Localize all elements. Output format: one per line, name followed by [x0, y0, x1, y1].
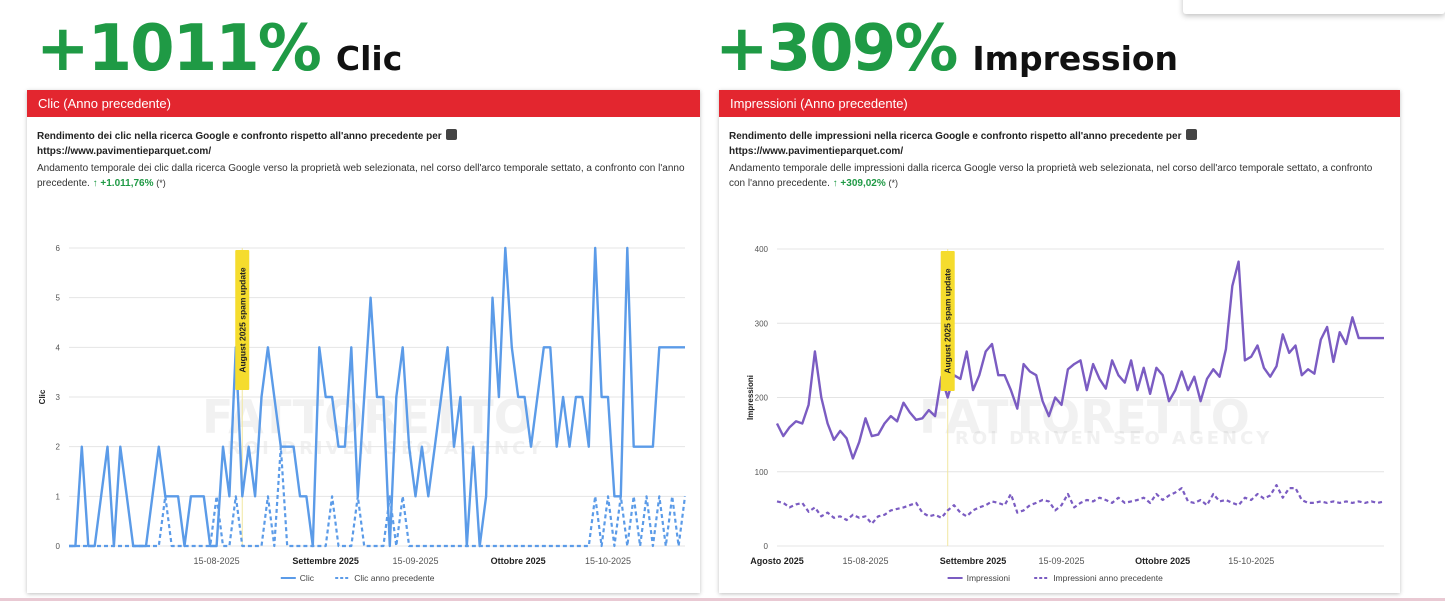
impressions-x-tick-label: 15-09-2025: [1039, 556, 1085, 566]
bottom-divider: [0, 598, 1445, 601]
clicks-x-tick-label: 15-09-2025: [392, 556, 438, 566]
clicks-y-tick-label: 3: [56, 393, 61, 402]
impressions-growth-value: +309%: [715, 12, 958, 86]
clicks-y-tick-label: 4: [56, 343, 61, 352]
clicks-y-tick-label: 1: [56, 492, 61, 501]
impressions-x-tick-label: Agosto 2025: [750, 556, 804, 566]
clicks-growth-label: Clic: [335, 39, 403, 78]
clicks-growth-value: +1011%: [36, 12, 322, 86]
impressions-delta: ↑ +309,02%: [832, 178, 886, 189]
impressions-panel-url: https://www.pavimentieparquet.com/: [729, 146, 904, 157]
clicks-line-chart: 0 1 2 3 4 5 6 Clic 15-08-2025 Settembre 2025 15-09…: [38, 244, 687, 583]
impressions-legend-label: Impressioni anno precedente: [1053, 573, 1163, 583]
impressions-note: (*): [888, 178, 899, 188]
impressions-x-tick-label: Settembre 2025: [940, 556, 1007, 566]
impressions-x-tick-label: Ottobre 2025: [1135, 556, 1190, 566]
clicks-legend-label: Clic: [300, 573, 315, 583]
clicks-y-tick-label: 2: [56, 443, 61, 452]
impressions-x-tick-label: 15-08-2025: [842, 556, 888, 566]
impressions-headline: +309% Impression: [715, 12, 1178, 92]
clicks-delta: ↑ +1.011,76%: [92, 178, 154, 189]
impressions-annotation-label: August 2025 spam update: [943, 268, 953, 374]
impressions-growth-label: Impression: [972, 39, 1179, 78]
clicks-panel-url: https://www.pavimentieparquet.com/: [37, 146, 212, 157]
impressions-y-tick-label: 300: [755, 319, 769, 328]
clicks-series-previous-year: [69, 445, 687, 548]
partial-chart-card: [1183, 0, 1445, 14]
impressions-y-axis-label: Impressioni: [746, 375, 755, 420]
clicks-annotation-label: August 2025 spam update: [237, 267, 247, 373]
impressions-panel: Impressioni (Anno precedente) Rendimento…: [719, 90, 1400, 593]
clicks-panel-header: Clic (Anno precedente): [27, 90, 700, 117]
clicks-panel: Clic (Anno precedente) Rendimento dei cl…: [27, 90, 700, 593]
clicks-y-tick-label: 0: [56, 542, 61, 551]
clicks-series-current: [69, 246, 685, 548]
impressions-panel-title: Rendimento delle impressioni nella ricer…: [729, 129, 1390, 144]
impressions-annotation-badge: [940, 251, 955, 391]
impressions-series-previous-year: [776, 484, 1385, 525]
google-search-console-icon: [1186, 129, 1198, 140]
clicks-x-tick-label: 15-08-2025: [194, 556, 240, 566]
clicks-panel-description: Andamento temporale dei clic dalla ricer…: [37, 163, 685, 189]
clicks-headline: +1011% Clic: [36, 12, 402, 92]
impressions-y-tick-label: 0: [764, 542, 769, 551]
clicks-y-axis-label: Clic: [38, 389, 47, 404]
clicks-legend-label: Clic anno precedente: [354, 573, 435, 583]
clicks-x-tick-label: 15-10-2025: [585, 556, 631, 566]
clicks-x-tick-label: Ottobre 2025: [491, 556, 546, 566]
impressions-panel-header: Impressioni (Anno precedente): [719, 90, 1400, 117]
google-search-console-icon: [446, 129, 458, 140]
clicks-note: (*): [156, 178, 166, 188]
impressions-y-tick-label: 200: [755, 394, 769, 403]
impressions-legend-label: Impressioni: [967, 573, 1011, 583]
impressions-y-tick-label: 100: [755, 468, 769, 477]
clicks-panel-title: Rendimento dei clic nella ricerca Google…: [37, 129, 690, 144]
clicks-y-tick-label: 5: [56, 294, 61, 303]
clicks-annotation-badge: [235, 250, 250, 390]
impressions-panel-description: Andamento temporale delle impressioni da…: [729, 163, 1373, 189]
impressions-y-tick-label: 400: [755, 245, 769, 254]
impressions-line-chart: 0 100 200 300 400 Impressioni Agosto 2025 15-08…: [746, 245, 1385, 583]
clicks-y-tick-label: 6: [56, 244, 61, 253]
clicks-x-tick-label: Settembre 2025: [292, 556, 359, 566]
impressions-x-tick-label: 15-10-2025: [1228, 556, 1274, 566]
impressions-series-current: [775, 260, 1384, 460]
